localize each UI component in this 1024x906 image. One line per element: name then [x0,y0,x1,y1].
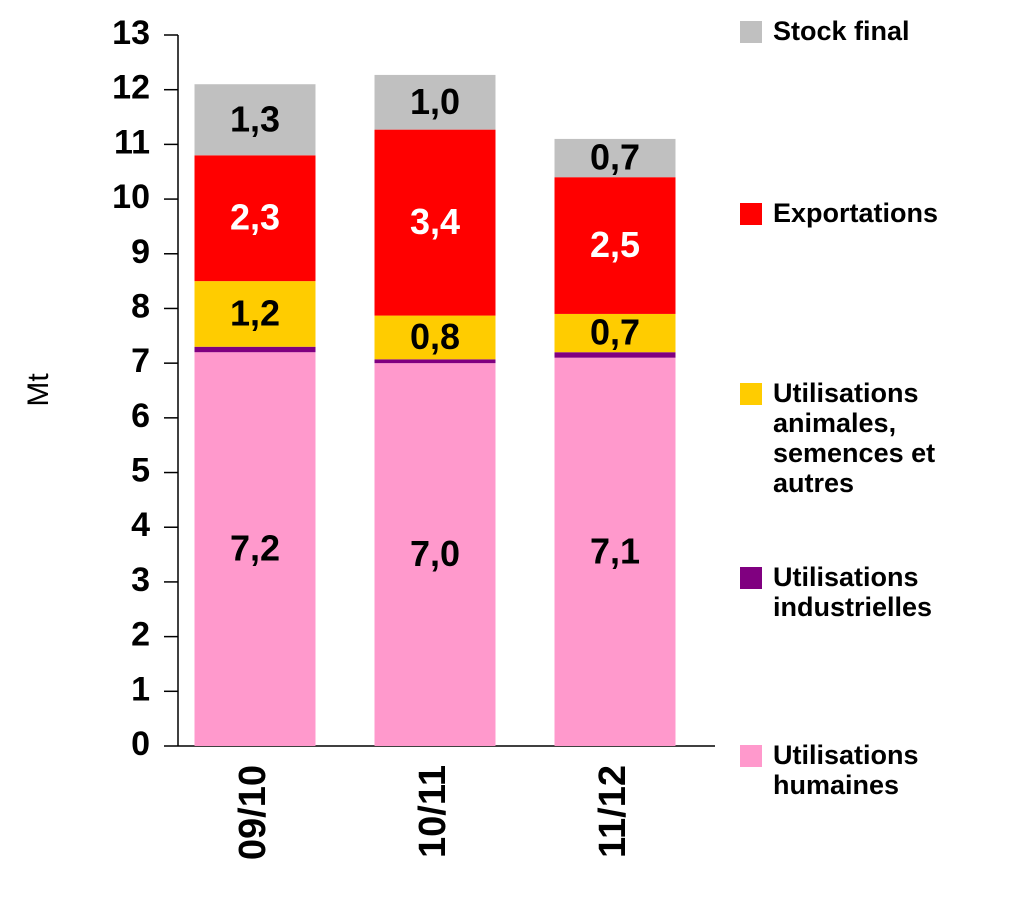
legend-label: Utilisations animales, semences et autre… [773,378,936,498]
legend-label: Exportations [773,198,939,228]
bar-segment [554,138,676,178]
value-label: 7,2 [230,528,280,569]
y-tick-label: 1 [131,670,150,708]
bar-segment [554,177,676,314]
y-axis-label: Mt [22,373,55,407]
y-tick-label: 13 [112,14,150,52]
y-tick-label: 2 [131,616,150,654]
value-label: 7,1 [590,530,640,571]
y-tick-label: 0 [131,725,150,763]
bar-segment [374,359,496,364]
y-tick-label: 5 [131,452,150,490]
legend-item: Utilisations animales, semences et autre… [740,378,1010,498]
legend-label: Stock final [773,16,910,46]
bar-segment [554,357,676,746]
bar-segment [554,313,676,353]
bar-segment [374,315,496,360]
x-tick-label: 10/11 [412,765,454,858]
bar-segment [374,74,496,130]
value-label: 1,2 [230,292,280,333]
legend-swatch [740,21,762,43]
bar-segment [194,84,316,156]
bar-segment [554,352,676,358]
bar-segment [194,352,316,746]
y-tick-label: 3 [131,561,150,599]
value-label: 3,4 [410,201,460,242]
legend-item: Exportations [740,198,1010,228]
bar-segment [374,129,496,316]
y-tick-label: 12 [112,69,150,107]
value-label: 0,8 [410,316,460,357]
value-label: 0,7 [590,312,640,353]
y-tick-label: 4 [131,506,150,544]
x-tick-label: 11/12 [592,765,634,858]
value-label: 7,0 [410,533,460,574]
bar-segment [194,346,316,353]
legend-swatch [740,383,762,405]
y-tick-label: 6 [131,397,150,435]
legend-label: Utilisations industrielles [773,562,933,622]
value-label: 1,3 [230,98,280,139]
legend-item: Stock final [740,16,1010,46]
bar-segment [194,281,316,347]
value-label: 1,0 [410,81,460,122]
y-tick-label: 7 [131,342,150,380]
bar-segment [194,155,316,282]
value-label: 2,3 [230,197,280,238]
legend-item: Utilisations humaines [740,740,1010,800]
legend-item: Utilisations industrielles [740,562,1010,622]
legend-label: Utilisations humaines [773,740,919,800]
y-tick-label: 11 [114,123,150,161]
y-tick-label: 8 [131,287,150,325]
value-label: 2,5 [590,224,640,265]
y-tick-label: 9 [131,233,150,271]
bar-segment [374,363,496,746]
y-tick-label: 10 [112,178,150,216]
legend-swatch [740,203,762,225]
x-tick-label: 09/10 [232,765,274,860]
legend-swatch [740,745,762,767]
legend-swatch [740,567,762,589]
value-label: 0,7 [590,137,640,178]
